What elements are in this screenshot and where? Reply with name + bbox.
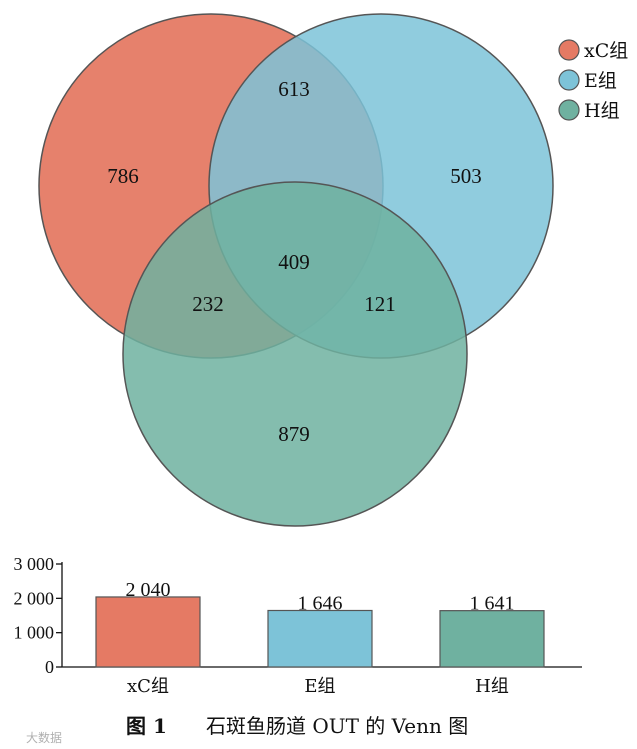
- legend-swatch-e: [558, 69, 580, 91]
- bar-1: [95, 596, 201, 668]
- venn-legend: xC组 E组 H组: [558, 39, 628, 122]
- bars: [95, 596, 545, 668]
- legend-label-h: H组: [584, 100, 620, 122]
- bar-value-label: 2 040: [126, 579, 171, 601]
- y-tick-label: 1 000: [14, 623, 55, 643]
- y-tick-label: 0: [45, 657, 54, 677]
- caption-number: 图 1: [126, 714, 167, 738]
- bar-2: [267, 609, 373, 668]
- region-e-h: 121: [364, 292, 396, 316]
- category-label: xC组: [127, 676, 169, 697]
- region-h-only: 879: [278, 422, 310, 446]
- region-xc-e: 613: [278, 77, 310, 101]
- y-tick-label: 3 000: [14, 554, 55, 574]
- y-axis-ticks: 0 1 000 2 000 3 000: [14, 554, 62, 677]
- region-e-only: 503: [450, 164, 482, 188]
- region-xc-h: 232: [192, 292, 224, 316]
- category-label: E组: [304, 676, 335, 697]
- legend-label-xc: xC组: [584, 40, 628, 62]
- caption-text: 石斑鱼肠道 OUT 的 Venn 图: [206, 714, 468, 738]
- legend-swatch-xc: [558, 39, 580, 61]
- bar-value-label: 1 646: [298, 592, 343, 614]
- bar-value-label: 1 641: [470, 593, 515, 615]
- bar-chart: 0 1 000 2 000 3 000 2 040 1 646 1 641 xC组 E组 H组: [14, 554, 582, 697]
- region-xc-only: 786: [107, 164, 139, 188]
- bar-value-labels: 2 040 1 646 1 641: [126, 579, 515, 615]
- venn-diagram: 786 503 879 613 232 121 409: [38, 13, 554, 527]
- venn-circle-h: [122, 181, 468, 527]
- watermark-text: 大数据: [26, 730, 62, 745]
- figure-caption: 图 1 石斑鱼肠道 OUT 的 Venn 图: [126, 714, 468, 738]
- region-xc-e-h: 409: [278, 250, 310, 274]
- legend-swatch-h: [558, 99, 580, 121]
- legend-label-e: E组: [584, 70, 617, 92]
- y-tick-label: 2 000: [14, 588, 55, 608]
- category-labels: xC组 E组 H组: [127, 676, 509, 697]
- category-label: H组: [475, 676, 509, 697]
- bar-3: [439, 610, 545, 668]
